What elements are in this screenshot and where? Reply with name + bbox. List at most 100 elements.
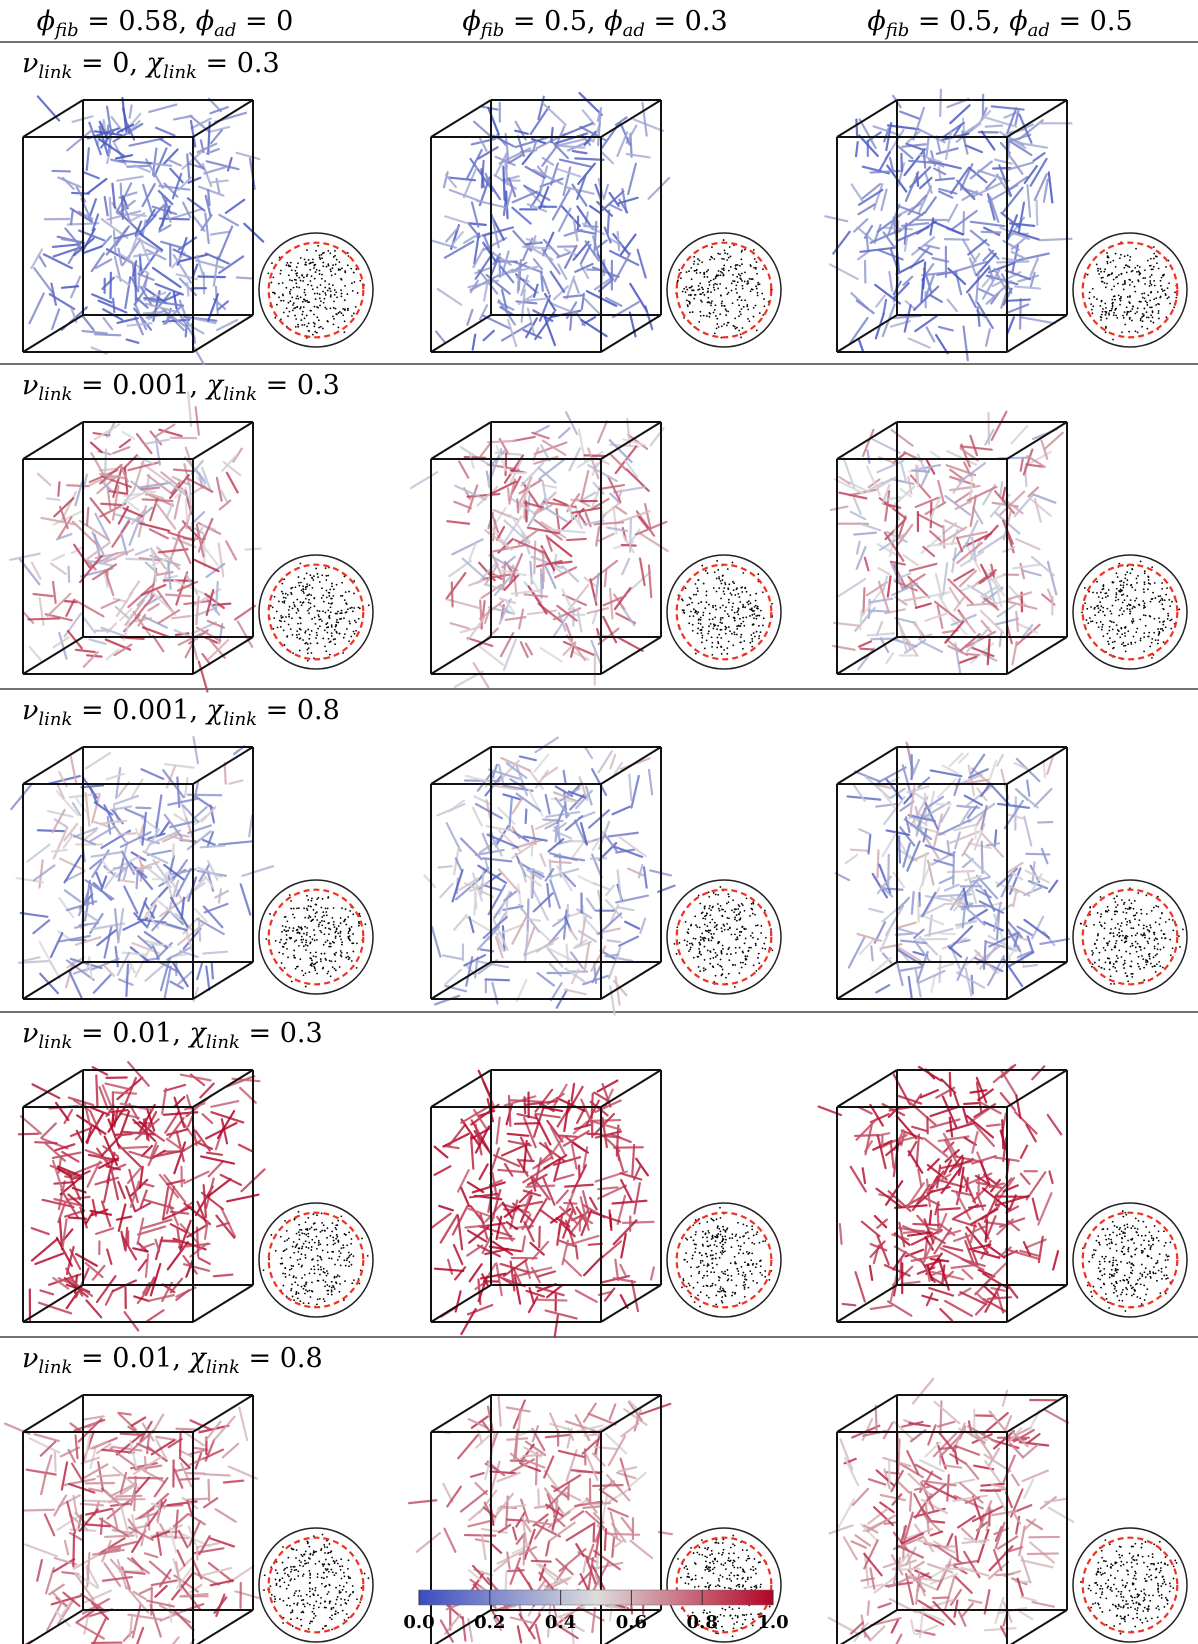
fiber xyxy=(917,246,933,256)
dot xyxy=(326,289,329,292)
dot xyxy=(760,932,763,934)
dot xyxy=(1154,597,1157,599)
box-edge xyxy=(836,746,898,785)
dot xyxy=(332,315,334,318)
fiber xyxy=(951,209,978,231)
dot xyxy=(328,653,331,656)
fiber xyxy=(1015,623,1041,646)
fiber xyxy=(1036,820,1054,824)
dot xyxy=(296,931,299,934)
math-subscript: link xyxy=(38,62,72,83)
fiber xyxy=(201,653,212,666)
dot xyxy=(1115,587,1118,590)
dot xyxy=(1127,980,1130,983)
dot xyxy=(286,947,288,950)
dot xyxy=(357,606,360,609)
dot xyxy=(702,314,705,317)
fiber xyxy=(956,971,986,989)
dot xyxy=(1169,619,1172,622)
box-edge xyxy=(836,636,898,675)
dot xyxy=(343,320,346,323)
fiber xyxy=(133,1295,150,1303)
box-edge xyxy=(22,636,84,675)
fiber xyxy=(518,484,532,511)
dot xyxy=(1123,632,1126,634)
fiber xyxy=(545,534,553,552)
fiber xyxy=(545,946,577,964)
dot xyxy=(291,617,293,620)
fiber xyxy=(491,981,499,1005)
panel xyxy=(22,95,374,366)
fiber xyxy=(938,818,971,836)
dot xyxy=(742,961,744,964)
dot xyxy=(1133,285,1136,288)
dot xyxy=(753,617,755,620)
dot xyxy=(342,307,345,310)
dot xyxy=(741,591,744,593)
fiber xyxy=(502,638,517,671)
fiber xyxy=(544,793,551,815)
fiber xyxy=(235,276,253,280)
dot xyxy=(749,265,752,267)
dot xyxy=(353,281,356,283)
fiber xyxy=(196,142,218,154)
fiber xyxy=(217,300,230,311)
fiber xyxy=(907,337,931,349)
fiber xyxy=(199,1082,215,1099)
fiber xyxy=(519,861,528,883)
fiber xyxy=(956,179,976,201)
dot xyxy=(346,293,349,296)
dot xyxy=(326,622,329,624)
fiber xyxy=(585,897,597,912)
dot xyxy=(324,957,327,960)
fiber xyxy=(526,609,558,616)
fiber xyxy=(1010,229,1041,241)
dot xyxy=(330,270,332,273)
dot xyxy=(1155,905,1158,907)
dot xyxy=(1144,606,1146,609)
fiber xyxy=(498,597,517,605)
dot xyxy=(702,288,704,291)
math-subscript: ad xyxy=(1028,20,1050,41)
dot xyxy=(703,923,706,926)
fiber xyxy=(171,172,183,200)
fiber xyxy=(141,183,156,208)
dot xyxy=(329,252,332,255)
dot xyxy=(736,275,739,278)
fiber xyxy=(583,454,606,458)
dot xyxy=(758,312,761,315)
fiber xyxy=(576,510,588,526)
dot xyxy=(711,918,714,921)
fiber xyxy=(117,1203,127,1233)
dot xyxy=(720,336,723,339)
dot xyxy=(701,300,703,303)
dot xyxy=(1155,255,1157,258)
dot xyxy=(716,636,719,639)
math-rest: = 0.8 xyxy=(240,1343,323,1374)
dot xyxy=(1108,629,1111,632)
fiber xyxy=(941,764,959,775)
fiber xyxy=(539,853,547,867)
dot xyxy=(1141,312,1144,315)
fiber xyxy=(917,776,931,789)
fiber xyxy=(121,197,124,220)
fiber xyxy=(533,503,553,516)
dot xyxy=(1110,612,1113,615)
dot xyxy=(1122,586,1125,589)
dot xyxy=(284,942,287,944)
dot xyxy=(321,327,324,330)
dot xyxy=(707,296,710,299)
fiber xyxy=(855,118,859,137)
dot xyxy=(740,902,743,905)
math-rest: = 0.8 xyxy=(257,695,340,726)
fiber xyxy=(1035,199,1039,227)
dot xyxy=(351,314,353,317)
dot xyxy=(1115,314,1118,317)
dot xyxy=(701,626,704,629)
dot xyxy=(1106,944,1109,946)
fiber xyxy=(127,583,155,609)
dot xyxy=(1154,954,1157,957)
dot xyxy=(357,617,360,620)
fiber xyxy=(969,434,979,457)
dot xyxy=(1120,930,1123,932)
